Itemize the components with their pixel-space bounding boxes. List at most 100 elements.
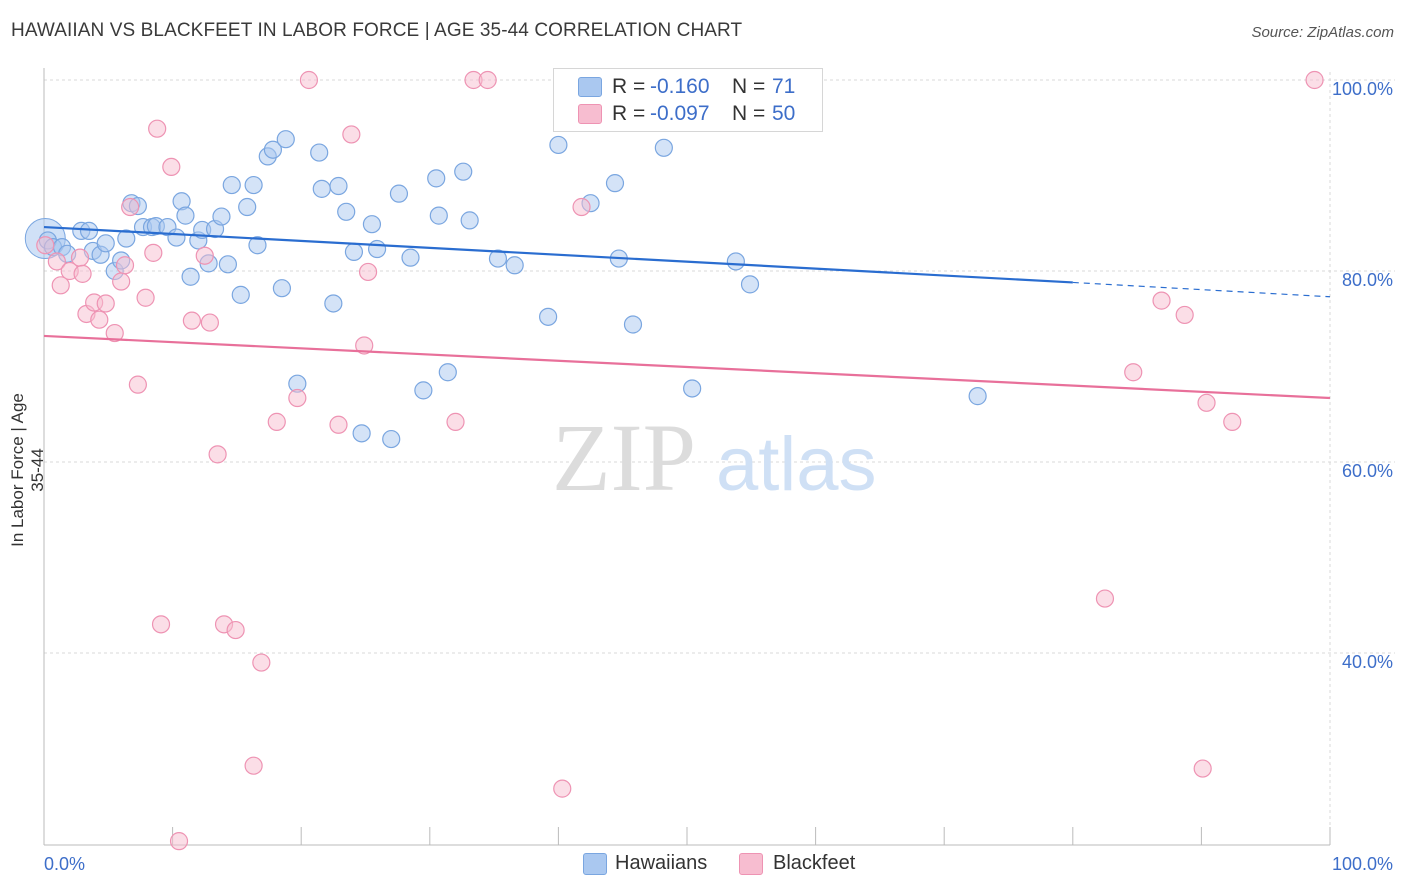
data-point-hawaiians xyxy=(263,140,283,159)
label-layer: 40.0% 60.0% 80.0% 100.0% 0.0% 100.0% xyxy=(44,79,1393,874)
data-point-blackfeet xyxy=(553,779,572,798)
legend-r-value: -0.097 xyxy=(650,102,710,125)
data-point-hawaiians xyxy=(488,249,508,268)
legend-row-blackfeet: R = -0.097 N = 50 xyxy=(554,100,822,128)
data-point-hawaiians xyxy=(726,252,745,271)
y-tick-label: 40.0% xyxy=(1342,652,1393,672)
data-point-hawaiians xyxy=(605,174,625,193)
watermark-atlas: atlas xyxy=(716,422,877,507)
data-point-hawaiians xyxy=(401,248,420,267)
data-point-blackfeet xyxy=(115,256,135,275)
data-point-hawaiians xyxy=(623,315,643,334)
data-point-blackfeet xyxy=(572,197,591,217)
data-point-blackfeet xyxy=(1124,363,1143,382)
data-point-blackfeet xyxy=(355,336,374,355)
data-point-blackfeet xyxy=(244,756,263,775)
y-tick-label: 60.0% xyxy=(1342,461,1393,481)
data-point-hawaiians xyxy=(272,279,292,298)
data-point-blackfeet xyxy=(1152,291,1171,310)
data-point-blackfeet xyxy=(162,157,181,177)
data-point-blackfeet xyxy=(90,310,109,329)
data-point-hawaiians xyxy=(167,228,186,247)
data-point-hawaiians xyxy=(460,211,479,230)
data-point-blackfeet xyxy=(226,620,245,640)
data-point-hawaiians xyxy=(362,215,382,234)
data-point-hawaiians xyxy=(352,424,371,443)
data-point-hawaiians xyxy=(176,206,195,225)
data-point-blackfeet xyxy=(36,236,55,255)
data-point-blackfeet xyxy=(51,276,70,295)
data-point-hawaiians xyxy=(740,275,760,294)
legend-n-value: 50 xyxy=(772,102,796,125)
axis-layer xyxy=(43,68,1331,846)
data-point-blackfeet xyxy=(329,415,348,434)
y-tick-label: 100.0% xyxy=(1332,79,1393,99)
data-point-blackfeet xyxy=(267,412,286,431)
data-point-blackfeet xyxy=(47,252,66,271)
data-point-hawaiians xyxy=(429,206,448,225)
data-point-blackfeet xyxy=(96,294,115,313)
legend-n-value: 71 xyxy=(772,75,796,98)
data-point-blackfeet xyxy=(1193,759,1212,778)
data-point-hawaiians xyxy=(539,307,558,326)
data-point-hawaiians xyxy=(454,162,473,181)
data-point-hawaiians xyxy=(968,387,987,406)
data-point-blackfeet xyxy=(182,311,201,330)
data-point-hawaiians xyxy=(337,202,356,221)
legend-n-label: N = xyxy=(732,75,766,98)
trend-line-hawaiians xyxy=(43,225,1073,284)
data-point-blackfeet xyxy=(1305,70,1324,90)
data-point-hawaiians xyxy=(505,256,524,275)
watermark-zip: ZIP xyxy=(552,404,696,511)
data-point-blackfeet xyxy=(148,119,167,138)
data-point-blackfeet xyxy=(1095,589,1115,608)
data-point-hawaiians xyxy=(344,242,364,261)
data-point-blackfeet xyxy=(1223,412,1242,431)
data-point-hawaiians xyxy=(414,381,433,400)
points-layer xyxy=(24,70,1324,851)
legend-r-value: -0.160 xyxy=(650,75,710,98)
data-point-blackfeet xyxy=(169,832,189,851)
y-tick-label: 80.0% xyxy=(1342,270,1393,290)
data-point-blackfeet xyxy=(112,272,131,291)
grid-layer xyxy=(44,72,1395,845)
data-point-hawaiians xyxy=(310,143,329,162)
series-legend: Hawaiians Blackfeet xyxy=(0,851,1406,881)
data-point-hawaiians xyxy=(96,234,115,253)
data-point-blackfeet xyxy=(70,248,90,267)
legend-label-hawaiians: Hawaiians xyxy=(615,852,708,874)
data-point-blackfeet xyxy=(358,262,378,282)
data-point-blackfeet xyxy=(1175,305,1194,325)
legend-swatch-blackfeet xyxy=(578,104,602,124)
y-axis-label: In Labor Force | Age 35-44 xyxy=(8,393,47,547)
correlation-legend: R = -0.160 N = 71 R = -0.097 N = 50 xyxy=(553,68,823,132)
data-point-blackfeet xyxy=(136,288,155,307)
data-point-blackfeet xyxy=(446,412,465,431)
watermark: ZIP atlas xyxy=(552,404,877,511)
data-point-hawaiians xyxy=(212,207,231,226)
data-point-hawaiians xyxy=(654,138,673,157)
data-point-hawaiians xyxy=(389,184,409,203)
data-point-hawaiians xyxy=(683,379,702,398)
data-point-blackfeet xyxy=(200,313,219,332)
data-point-hawaiians xyxy=(238,197,257,217)
data-point-hawaiians xyxy=(329,176,348,196)
data-point-hawaiians xyxy=(312,179,331,198)
data-point-hawaiians xyxy=(244,175,263,195)
legend-r-label: R = xyxy=(612,75,646,98)
legend-label-blackfeet: Blackfeet xyxy=(773,852,856,874)
x-tick-label: 100.0% xyxy=(1332,854,1393,874)
trend-layer xyxy=(43,225,1331,400)
data-point-blackfeet xyxy=(288,388,307,408)
data-point-blackfeet xyxy=(128,375,147,394)
data-point-blackfeet xyxy=(1197,393,1216,412)
data-point-hawaiians xyxy=(218,255,237,274)
legend-swatch-hawaiians xyxy=(583,853,607,875)
legend-swatch-blackfeet xyxy=(739,853,763,875)
data-point-blackfeet xyxy=(208,445,227,464)
trend-line-blackfeet xyxy=(43,334,1331,400)
source-credit: Source: ZipAtlas.com xyxy=(1251,24,1394,41)
data-point-hawaiians xyxy=(276,130,295,149)
data-point-hawaiians xyxy=(181,267,200,286)
